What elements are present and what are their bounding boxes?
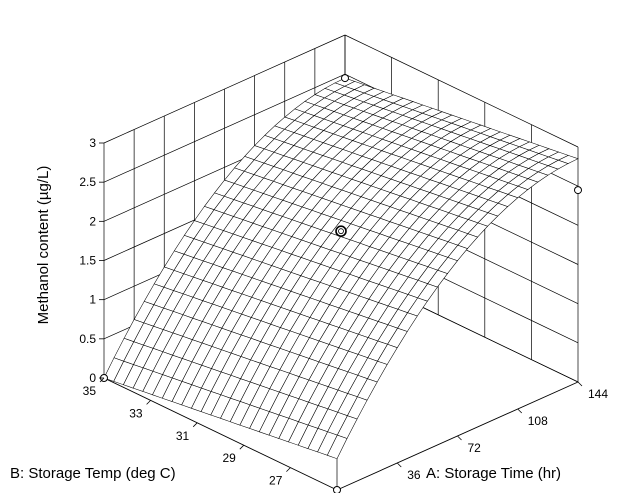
side-wall-hline bbox=[344, 34, 579, 148]
y-axis-title: B: Storage Temp (deg C) bbox=[10, 465, 176, 482]
y-tick-label: 33 bbox=[129, 406, 143, 420]
surface-cell bbox=[326, 434, 348, 460]
design-point bbox=[333, 486, 341, 493]
back-wall-hline bbox=[103, 34, 346, 144]
z-tick-label: 3 bbox=[89, 136, 96, 150]
x-tick-label: 72 bbox=[468, 441, 482, 455]
y-tick-label: 35 bbox=[83, 384, 97, 398]
response-surface bbox=[103, 77, 579, 460]
z-tick-label: 0.5 bbox=[79, 332, 96, 346]
y-tick-label: 27 bbox=[269, 474, 283, 488]
axis-ticks: 0 0.5 1 1.5 2 2.5 3 36 72 108 144 27 29 31 33 35 bbox=[79, 136, 608, 488]
y-tick-label: 31 bbox=[176, 429, 190, 443]
z-tick-label: 1 bbox=[89, 293, 96, 307]
x-tick-label: 108 bbox=[528, 414, 548, 428]
z-tick-label: 2 bbox=[89, 214, 96, 228]
x-tick-mark bbox=[396, 462, 402, 468]
z-axis-title: Methanol content (µg/L) bbox=[35, 166, 52, 325]
x-tick-mark bbox=[457, 435, 462, 441]
x-tick-label: 144 bbox=[588, 387, 608, 401]
design-point bbox=[574, 186, 582, 195]
x-tick-label: 36 bbox=[407, 468, 421, 482]
z-tick-label: 2.5 bbox=[79, 175, 96, 189]
x-tick-mark bbox=[517, 408, 523, 414]
y-tick-mark bbox=[99, 377, 105, 383]
floor-edge-front-y bbox=[103, 377, 338, 491]
back-wall-hline bbox=[103, 73, 346, 183]
design-point bbox=[341, 74, 349, 83]
z-tick-label: 1.5 bbox=[79, 254, 96, 268]
design-point-center-ring bbox=[338, 228, 344, 235]
y-tick-label: 29 bbox=[222, 451, 236, 465]
y-tick-mark bbox=[239, 444, 245, 450]
design-point bbox=[335, 225, 347, 237]
y-tick-mark bbox=[146, 400, 151, 405]
y-tick-mark bbox=[192, 422, 198, 428]
x-axis-title: A: Storage Time (hr) bbox=[426, 465, 561, 482]
y-tick-mark bbox=[286, 467, 291, 472]
z-tick-label: 0 bbox=[89, 371, 96, 385]
x-tick-mark bbox=[577, 381, 583, 387]
